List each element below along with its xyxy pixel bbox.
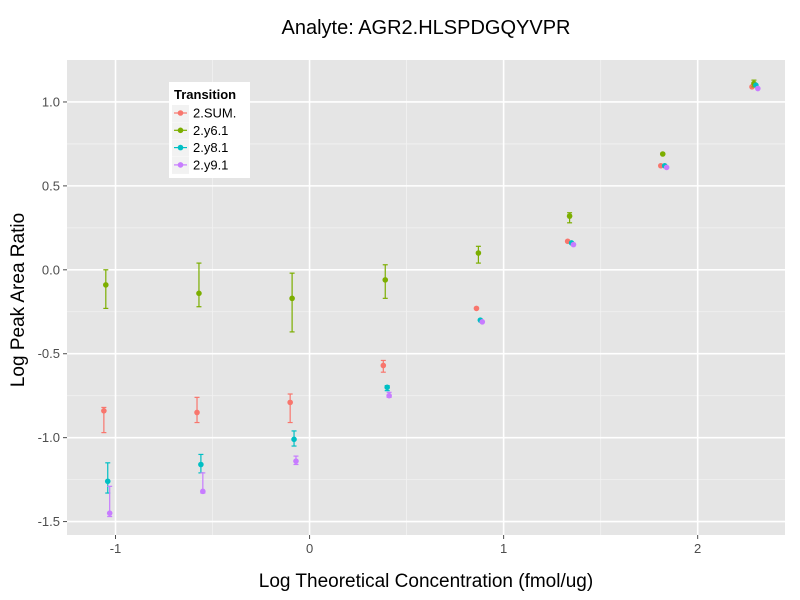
data-point bbox=[473, 305, 480, 312]
data-point bbox=[200, 488, 206, 495]
data-point bbox=[566, 213, 573, 219]
data-point bbox=[382, 277, 389, 283]
data-point bbox=[755, 85, 761, 92]
data-point bbox=[106, 510, 113, 516]
y-tick-label: -0.5 bbox=[38, 346, 60, 361]
series-2.y9.1 bbox=[106, 85, 761, 518]
y-axis: -1.5 -1.0 -0.5 0.0 0.5 1.0 bbox=[38, 94, 67, 529]
data-point bbox=[287, 399, 293, 406]
legend: Transition 2.SUM. 2.y6.1 2.y8.1 2.y9.1 bbox=[169, 82, 250, 178]
data-point bbox=[291, 436, 297, 443]
legend-key-point bbox=[177, 110, 184, 116]
data-point bbox=[103, 282, 109, 288]
data-point bbox=[380, 362, 387, 369]
y-tick-label: -1.0 bbox=[38, 430, 60, 445]
legend-key-point bbox=[177, 127, 184, 134]
legend-key-point bbox=[177, 162, 184, 168]
legend-label: 2.y8.1 bbox=[193, 140, 228, 155]
x-tick-label: 1 bbox=[500, 541, 507, 556]
data-marks bbox=[101, 79, 761, 518]
data-point bbox=[658, 162, 664, 169]
y-tick-label: 1.0 bbox=[42, 94, 60, 109]
data-point bbox=[196, 290, 202, 297]
data-point bbox=[104, 478, 111, 485]
x-tick-label: 2 bbox=[694, 541, 701, 556]
data-point bbox=[570, 241, 577, 248]
data-point bbox=[659, 151, 666, 157]
legend-label: 2.SUM. bbox=[193, 106, 236, 121]
series-2.SUM. bbox=[101, 84, 755, 434]
chart-title: Analyte: AGR2.HLSPDGQYVPR bbox=[281, 17, 570, 39]
x-axis-title: Log Theoretical Concentration (fmol/ug) bbox=[259, 571, 593, 592]
legend-label: 2.y6.1 bbox=[193, 123, 228, 138]
data-point bbox=[479, 319, 486, 325]
y-tick-label: -1.5 bbox=[38, 514, 60, 529]
data-point bbox=[289, 295, 295, 302]
x-axis: -1 0 1 2 bbox=[110, 535, 701, 556]
data-point bbox=[386, 392, 392, 399]
y-axis-title: Log Peak Area Ratio bbox=[8, 213, 29, 387]
data-point bbox=[293, 458, 299, 464]
legend-title: Transition bbox=[174, 87, 236, 102]
data-point bbox=[101, 407, 107, 414]
data-point bbox=[384, 384, 390, 391]
y-tick-label: 0.0 bbox=[42, 262, 60, 277]
data-point bbox=[475, 250, 482, 256]
legend-label: 2.y9.1 bbox=[193, 157, 228, 172]
legend-key-point bbox=[177, 144, 184, 151]
data-point bbox=[194, 409, 200, 416]
data-point bbox=[198, 461, 204, 468]
x-tick-label: 0 bbox=[306, 541, 313, 556]
data-point bbox=[663, 164, 670, 171]
x-tick-label: -1 bbox=[110, 541, 122, 556]
y-tick-label: 0.5 bbox=[42, 178, 60, 193]
